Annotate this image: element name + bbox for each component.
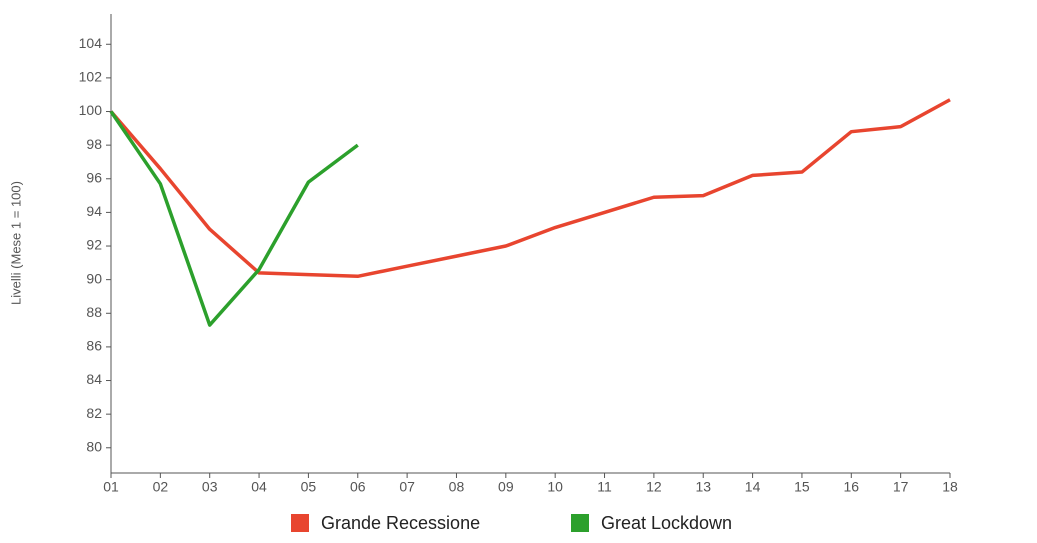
y-axis-label: Livelli (Mese 1 = 100) (8, 181, 23, 305)
legend-label: Grande Recessione (321, 513, 480, 533)
y-tick-label: 104 (79, 35, 103, 51)
x-tick-label: 02 (153, 479, 169, 495)
y-tick-label: 92 (86, 237, 102, 253)
x-tick-label: 15 (794, 479, 810, 495)
x-tick-label: 03 (202, 479, 218, 495)
y-tick-label: 100 (79, 102, 103, 118)
x-tick-label: 16 (844, 479, 860, 495)
y-tick-label: 98 (86, 136, 102, 152)
series-line (109, 98, 951, 279)
legend-swatch (571, 514, 589, 532)
y-tick-label: 80 (86, 438, 102, 454)
series-line (109, 110, 359, 327)
x-tick-label: 14 (745, 479, 761, 495)
x-tick-label: 13 (695, 479, 711, 495)
x-tick-label: 06 (350, 479, 366, 495)
legend-label: Great Lockdown (601, 513, 732, 533)
x-tick-label: 08 (449, 479, 465, 495)
x-tick-label: 11 (597, 479, 612, 495)
y-tick-label: 96 (86, 169, 102, 185)
x-tick-label: 18 (942, 479, 958, 495)
y-tick-label: 94 (86, 203, 102, 219)
x-tick-label: 09 (498, 479, 514, 495)
legend-swatch (291, 514, 309, 532)
x-tick-label: 10 (547, 479, 563, 495)
y-tick-label: 90 (86, 270, 102, 286)
x-tick-label: 01 (103, 479, 119, 495)
y-tick-label: 88 (86, 304, 102, 320)
y-tick-label: 86 (86, 338, 102, 354)
x-tick-label: 17 (893, 479, 909, 495)
x-tick-label: 12 (646, 479, 662, 495)
x-tick-label: 04 (251, 479, 267, 495)
y-tick-label: 84 (86, 371, 102, 387)
y-tick-label: 102 (79, 69, 103, 85)
x-tick-label: 07 (399, 479, 415, 495)
y-tick-label: 82 (86, 405, 102, 421)
x-tick-label: 05 (301, 479, 317, 495)
